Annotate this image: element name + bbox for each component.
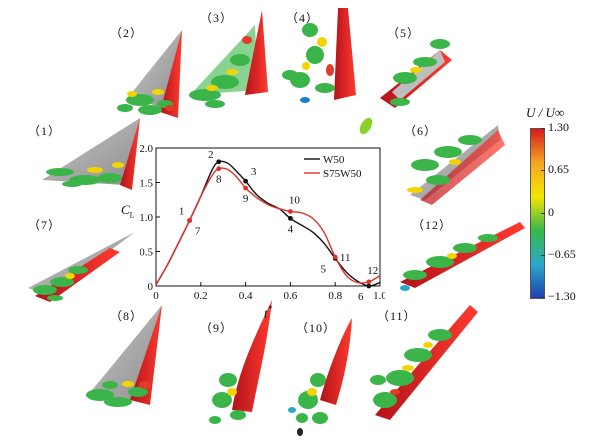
marker-point-10 — [288, 209, 293, 214]
colorbar-tick — [541, 212, 545, 214]
panel-7-visualization — [28, 232, 135, 302]
marker-point-2 — [216, 159, 222, 165]
panel-label-6: （6） — [404, 124, 438, 138]
panel-2-visualization — [117, 30, 182, 118]
y-tick-label: 1.5 — [140, 178, 154, 190]
panel-9-visualization — [209, 300, 272, 424]
colorbar-tick — [541, 128, 545, 129]
x-axis-label: t* — [264, 304, 273, 321]
colorbar-tick-label: 1.30 — [548, 120, 569, 134]
y-axis-label: CL — [121, 202, 135, 220]
colorbar-tick — [541, 297, 545, 298]
colorbar-tick-label: −0.65 — [548, 246, 576, 261]
x-tick-label: 0 — [153, 290, 159, 302]
marker-label-1: 1 — [179, 205, 185, 217]
panel-1-visualization — [42, 118, 140, 190]
marker-point-4 — [288, 215, 293, 221]
panel-label-10: （10） — [296, 321, 337, 335]
panel-label-7: （7） — [28, 218, 62, 232]
marker-point-7 — [187, 218, 192, 223]
marker-label-5: 5 — [320, 263, 326, 275]
marker-point-6 — [366, 283, 372, 289]
marker-label-11: 11 — [340, 252, 351, 264]
chart-legend: W50 S75W50 — [304, 154, 362, 180]
colorbar-strip — [530, 128, 545, 299]
marker-label-10: 10 — [289, 194, 301, 206]
x-tick-label: 0.8 — [328, 290, 342, 302]
panel-11-visualization — [370, 305, 478, 420]
marker-label-6: 6 — [358, 291, 364, 303]
x-tick-label: 1.0 — [373, 290, 385, 302]
panel-label-4: （4） — [286, 11, 320, 25]
marker-label-7: 7 — [195, 225, 201, 237]
panel-12-visualization — [400, 222, 525, 291]
y-tick-label: 0.5 — [140, 247, 154, 259]
marker-point-8 — [216, 166, 222, 172]
panel-label-1: （1） — [28, 124, 62, 138]
marker-point-3 — [243, 178, 248, 184]
colorbar-title: U / U∞ — [526, 105, 565, 120]
legend-label: S75W50 — [323, 168, 362, 180]
panel-3-visualization — [189, 10, 268, 108]
colorbar-tick-label: 0 — [548, 204, 554, 219]
legend-label: W50 — [323, 154, 345, 166]
marker-label-8: 8 — [216, 174, 222, 186]
colorbar-tick-label: 0.65 — [548, 162, 569, 177]
marker-point-12 — [366, 279, 372, 285]
y-tick-label: 0 — [148, 281, 154, 293]
colorbar-tick — [541, 254, 545, 256]
marker-label-4: 4 — [288, 223, 294, 235]
panel-6-visualization — [407, 125, 505, 205]
panel-10-visualization — [288, 318, 352, 436]
x-tick-label: 0.2 — [194, 290, 208, 302]
marker-label-2: 2 — [208, 149, 214, 161]
y-tick-label: 2.0 — [140, 143, 154, 155]
panel-label-8: （8） — [110, 309, 144, 323]
marker-label-3: 3 — [251, 166, 257, 178]
series-line-s75w50 — [155, 167, 381, 285]
chart-series — [155, 160, 381, 287]
x-tick-label: 0.6 — [284, 290, 298, 302]
panel-5-visualization — [359, 39, 452, 135]
panel-label-5: （5） — [387, 26, 421, 40]
colorbar-tick — [541, 170, 545, 172]
marker-label-9: 9 — [243, 193, 249, 205]
y-tick-label: 1.0 — [140, 212, 154, 224]
marker-point-9 — [243, 185, 248, 191]
panel-label-9: （9） — [200, 321, 234, 335]
panel-label-2: （2） — [110, 26, 144, 40]
panel-label-11: （11） — [377, 309, 417, 323]
panel-8-visualization — [86, 305, 162, 407]
chart-axes: 0 0.2 0.4 0.6 0.8 1.0 0 0.5 1.0 1.5 2.0 — [140, 143, 385, 302]
x-tick-label: 0.4 — [239, 290, 253, 302]
colorbar-tick-label: −1.30 — [548, 289, 576, 303]
marker-point-11 — [332, 254, 338, 260]
panel-4-visualization — [282, 8, 356, 103]
marker-label-12: 12 — [367, 265, 378, 277]
panel-label-12: （12） — [412, 218, 453, 232]
panel-label-3: （3） — [200, 11, 234, 25]
